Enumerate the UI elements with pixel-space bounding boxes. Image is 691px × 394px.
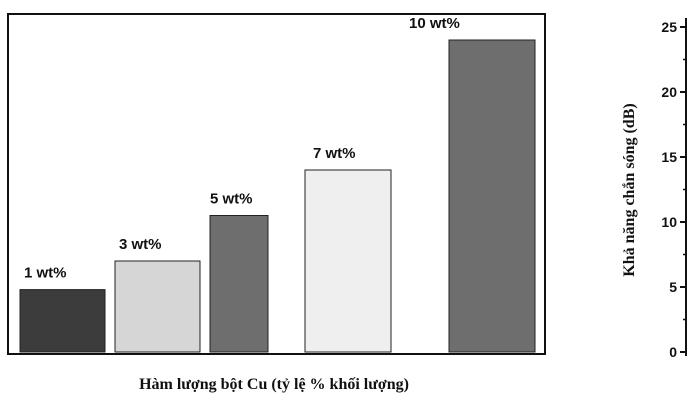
bar-5 xyxy=(448,39,536,353)
bar-1 xyxy=(19,289,106,353)
y-tick-label-25: 25 xyxy=(661,19,677,35)
y-tick-label-10: 10 xyxy=(661,214,677,230)
bar-labels-group: 1 wt% 3 wt% 5 wt% 7 wt% 10 wt% xyxy=(24,15,460,282)
x-axis-label: Hàm lượng bột Cu (tỷ lệ % khối lượng) xyxy=(139,376,409,393)
bar-label-3: 5 wt% xyxy=(210,191,253,208)
bar-2 xyxy=(114,260,201,353)
bar-label-1: 1 wt% xyxy=(24,265,67,282)
y-tick-label-20: 20 xyxy=(661,84,677,100)
bar-3 xyxy=(209,215,269,353)
bar-label-5: 10 wt% xyxy=(409,15,460,32)
y-tick-label-5: 5 xyxy=(669,279,677,295)
bar-label-4: 7 wt% xyxy=(313,145,356,162)
y-ticks-group: 0 5 10 15 20 25 xyxy=(661,19,686,360)
y-axis-label: Khả năng chắn sóng (dB) xyxy=(621,103,638,276)
y-tick-label-0: 0 xyxy=(669,344,677,360)
y-tick-label-15: 15 xyxy=(661,149,677,165)
plot-frame xyxy=(7,13,546,355)
bars-group xyxy=(19,39,536,353)
bar-label-2: 3 wt% xyxy=(119,236,162,253)
bar-4 xyxy=(304,169,392,353)
